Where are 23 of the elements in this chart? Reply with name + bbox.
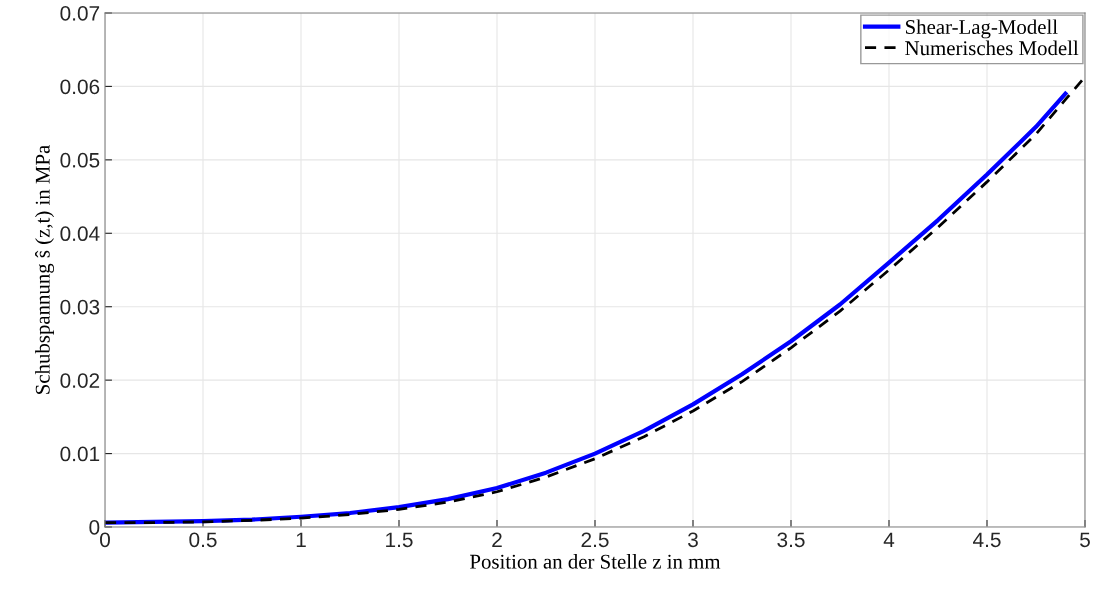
x-tick-label: 3 [688, 532, 698, 548]
y-tick-label: 0 [89, 520, 100, 535]
x-tick-label: 2 [492, 532, 502, 547]
x-tick-label: 2.5 [581, 532, 609, 548]
y-tick-label: 0.03 [60, 299, 100, 315]
x-axis-title: Position an der Stelle z in mm [470, 554, 721, 569]
x-tick-label: 4 [883, 532, 895, 547]
x-tick-label: 1 [296, 532, 306, 547]
x-tick-label: 0.5 [189, 532, 217, 548]
x-tick-label: 3.5 [777, 532, 805, 548]
y-axis-title: Schubspannung ŝ (z,t) in MPa [35, 145, 55, 394]
x-tick-label: 5 [1080, 532, 1090, 548]
legend-label: Numerisches Modell [905, 40, 1079, 56]
y-tick-label: 0.01 [60, 446, 100, 462]
y-tick-label: 0.07 [60, 6, 100, 21]
y-tick-label: 0.06 [60, 79, 100, 95]
x-tick-label: 0 [100, 532, 110, 548]
x-tick-label: 4.5 [973, 532, 1001, 548]
y-tick-label: 0.02 [60, 373, 100, 388]
y-tick-label: 0.05 [60, 152, 100, 168]
legend-label: Shear-Lag-Modell [905, 19, 1058, 39]
x-tick-label: 1.5 [386, 532, 413, 548]
y-tick-label: 0.04 [60, 226, 100, 242]
